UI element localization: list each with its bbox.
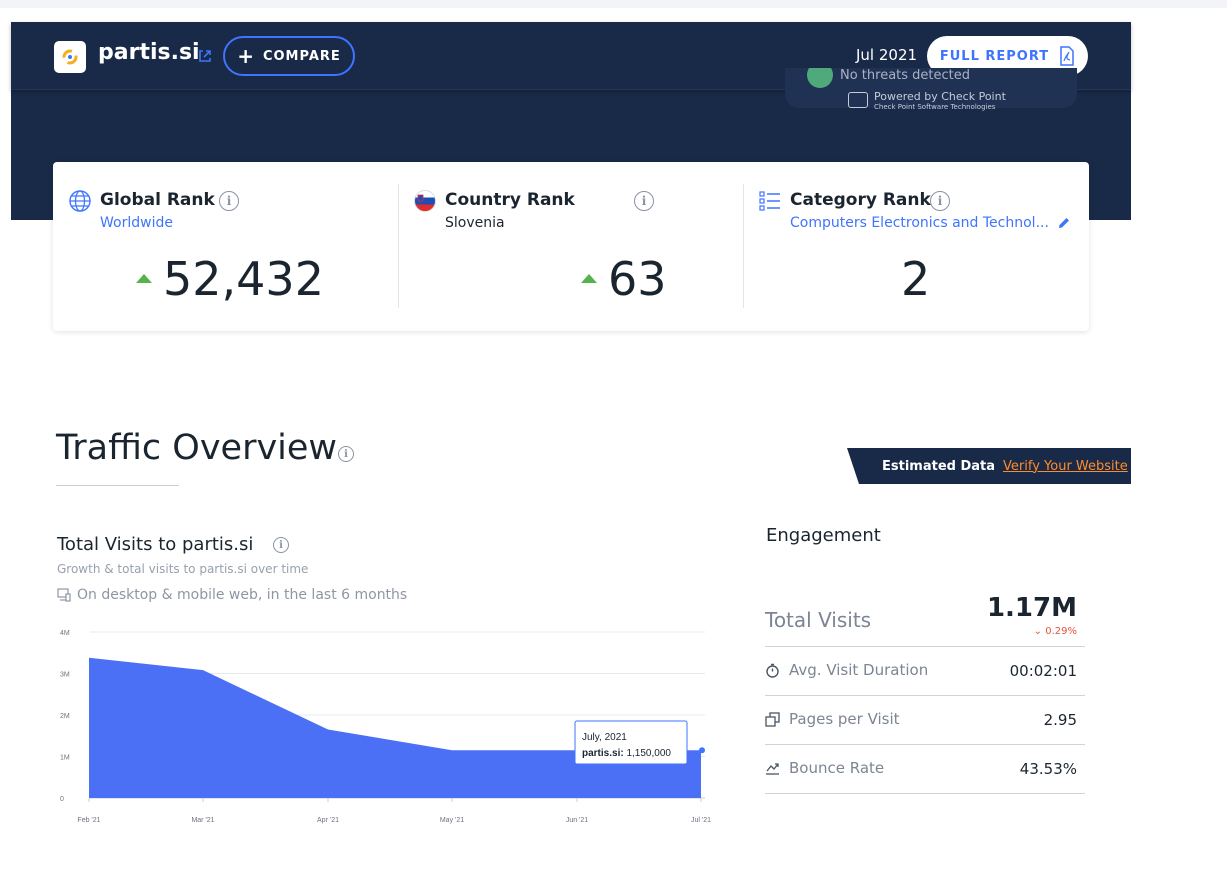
data-point — [699, 747, 705, 754]
external-link-icon[interactable] — [197, 48, 213, 64]
category-rank-title: Category Rank — [790, 190, 931, 210]
global-rank-scope[interactable]: Worldwide — [100, 215, 173, 231]
x-tick-label: Apr '21 — [317, 817, 339, 824]
country-rank-value: 63 — [608, 252, 667, 306]
pages-icon — [765, 711, 780, 727]
y-tick-label: 0 — [60, 796, 64, 803]
info-icon[interactable]: i — [634, 191, 654, 211]
x-tick-label: Jun '21 — [566, 817, 588, 824]
full-report-label: FULL REPORT — [939, 48, 1050, 64]
engagement-row: Bounce Rate 43.53% — [765, 745, 1085, 794]
engagement-row: Avg. Visit Duration 00:02:01 — [765, 647, 1085, 696]
bounce-rate-text: Bounce Rate — [789, 759, 885, 777]
estimated-data-label: Estimated Data — [882, 458, 996, 474]
trend-down-icon: ⌄ — [1033, 626, 1043, 637]
avg-visit-duration-value: 00:02:01 — [1009, 662, 1077, 680]
top-strip — [0, 0, 1227, 8]
total-visits-change: ⌄ 0.29% — [1034, 626, 1077, 637]
divider — [398, 184, 399, 308]
total-visits-chart: 0 1M 2M 3M 4M Feb '21 Mar '21 Apr '21 May '21 Jun… — [60, 630, 711, 824]
device-note-text: On desktop & mobile web, in the last 6 m… — [77, 587, 408, 603]
country-rank: Country Rank i Slovenia 63 — [398, 162, 743, 331]
total-visits-label-text: Total Visits — [765, 608, 872, 632]
info-icon[interactable]: i — [273, 537, 289, 553]
bounce-icon — [766, 762, 779, 775]
total-visits-title-text: Total Visits to partis.si — [57, 534, 254, 555]
traffic-overview-title: Traffic Overview — [56, 428, 337, 468]
bounce-rate-value: 43.53% — [1019, 760, 1077, 778]
x-tick-label: May '21 — [440, 817, 464, 824]
date-selector[interactable]: Jul 2021 — [856, 46, 918, 64]
total-visits-title: Total Visits to partis.si — [57, 534, 253, 555]
category-rank-value: 2 — [901, 252, 931, 306]
pages-per-visit-value: 2.95 — [1043, 711, 1077, 729]
site-header-bar: partis.si + COMPARE Jul 2021 FULL REPORT — [11, 22, 1131, 90]
total-visits-label: Total Visits — [765, 608, 871, 632]
global-rank: Global Rank i Worldwide 52,432 — [53, 162, 398, 331]
engagement-total-visits: Total Visits 1.17M ⌄ 0.29% — [765, 590, 1085, 647]
x-tick-label: Feb '21 — [77, 817, 100, 824]
globe-icon — [69, 190, 91, 212]
trend-up-icon — [136, 274, 152, 283]
category-rank-scope[interactable]: Computers Electronics and Technol... — [790, 215, 1049, 231]
site-favicon — [54, 41, 86, 73]
pdf-icon — [1060, 46, 1074, 66]
rank-card: Global Rank i Worldwide 52,432 Country R… — [53, 162, 1089, 331]
chart-tooltip — [574, 720, 688, 765]
threat-status-text: No threats detected — [840, 68, 971, 83]
compare-button[interactable]: + COMPARE — [223, 36, 355, 76]
info-icon[interactable]: i — [338, 446, 354, 462]
domain-title: partis.si — [98, 40, 200, 65]
bounce-rate-label: Bounce Rate — [765, 759, 884, 777]
y-tick-label: 4M — [60, 630, 70, 637]
traffic-overview-label: Traffic Overview — [56, 428, 338, 468]
trend-up-icon — [581, 274, 597, 283]
global-rank-title: Global Rank — [100, 190, 215, 210]
country-rank-scope: Slovenia — [445, 215, 505, 231]
shield-icon — [807, 68, 833, 88]
info-icon[interactable]: i — [930, 191, 950, 211]
category-list-icon — [759, 191, 780, 211]
devices-icon — [57, 588, 71, 602]
y-tick-label: 2M — [60, 713, 70, 720]
y-tick-label: 3M — [60, 672, 70, 679]
global-rank-value: 52,432 — [163, 252, 324, 306]
engagement-title: Engagement — [766, 525, 881, 546]
info-icon[interactable]: i — [219, 191, 239, 211]
threat-status: No threats detected — [785, 68, 1077, 108]
avg-visit-duration-label: Avg. Visit Duration — [765, 661, 928, 679]
country-rank-title: Country Rank — [445, 190, 575, 210]
avg-visit-duration-text: Avg. Visit Duration — [789, 661, 929, 679]
category-rank: Category Rank i Computers Electronics an… — [743, 162, 1089, 331]
x-tick-label: Jul '21 — [691, 817, 711, 824]
total-visits-subtitle: Growth & total visits to partis.si over … — [57, 562, 309, 576]
tooltip-value: partis.si: 1,150,000 — [582, 748, 671, 759]
powered-by-subtext: Check Point Software Technologies — [874, 103, 996, 111]
plus-icon: + — [237, 44, 255, 68]
total-visits-change-text: 0.29% — [1045, 626, 1077, 637]
x-tick-label: Mar '21 — [191, 817, 214, 824]
compare-label: COMPARE — [262, 48, 341, 64]
edit-pencil-icon[interactable] — [1057, 216, 1071, 230]
y-tick-label: 1M — [60, 755, 70, 762]
divider — [743, 184, 744, 308]
visits-area-series — [89, 657, 701, 798]
engagement-row: Pages per Visit 2.95 — [765, 696, 1085, 745]
section-underline — [56, 485, 179, 486]
verify-website-link[interactable]: Verify Your Website — [1003, 458, 1128, 474]
pages-per-visit-text: Pages per Visit — [789, 710, 900, 728]
powered-by-text: Powered by Check Point — [874, 90, 1006, 103]
device-note: On desktop & mobile web, in the last 6 m… — [57, 587, 407, 603]
pages-per-visit-label: Pages per Visit — [765, 710, 900, 728]
estimated-data-banner: Estimated Data Verify Your Website — [847, 448, 1131, 484]
total-visits-value: 1.17M — [986, 593, 1077, 623]
tooltip-date: July, 2021 — [582, 732, 627, 743]
slovenia-flag-icon — [414, 190, 436, 212]
checkpoint-logo-icon — [848, 92, 868, 108]
stopwatch-icon — [766, 663, 779, 678]
